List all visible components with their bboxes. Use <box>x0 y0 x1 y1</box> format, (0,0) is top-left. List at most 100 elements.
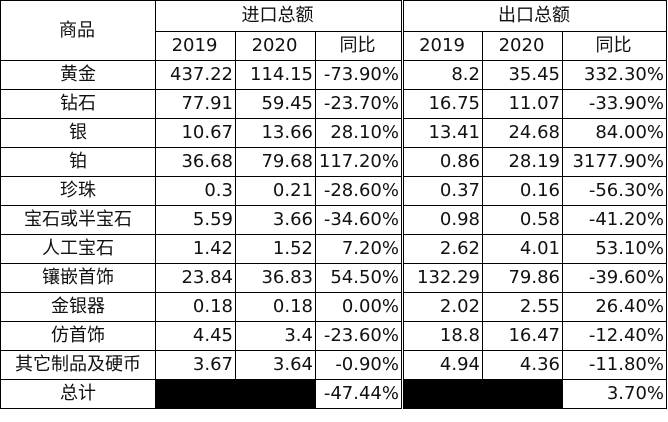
value-cell: -0.90% <box>315 350 403 380</box>
value-cell: 16.47 <box>482 321 563 351</box>
value-cell: -11.80% <box>562 350 667 380</box>
value-cell: 59.45 <box>235 89 316 119</box>
redacted-total-cell <box>401 379 483 409</box>
value-cell: 54.50% <box>315 263 403 293</box>
table-row: 其它制品及硬币 3.67 3.64 -0.90% 4.94 4.36 -11.80% <box>0 350 667 380</box>
value-cell: -34.60% <box>315 205 403 235</box>
value-cell: 0.21 <box>235 176 316 206</box>
product-name-cell: 人工宝石 <box>0 234 156 264</box>
value-cell: 13.66 <box>235 118 316 148</box>
value-cell: 4.01 <box>482 234 563 264</box>
value-cell: 23.84 <box>155 263 236 293</box>
value-cell: 0.18 <box>235 292 316 322</box>
value-cell: 0.86 <box>401 147 483 177</box>
redacted-total-cell <box>482 379 563 409</box>
value-cell: -23.70% <box>315 89 403 119</box>
value-cell: 1.52 <box>235 234 316 264</box>
value-cell: 1.42 <box>155 234 236 264</box>
import-2020-header: 2020 <box>235 31 316 61</box>
value-cell: 0.18 <box>155 292 236 322</box>
product-name-cell: 珍珠 <box>0 176 156 206</box>
value-cell: 79.86 <box>482 263 563 293</box>
value-cell: 77.91 <box>155 89 236 119</box>
value-cell: 26.40% <box>562 292 667 322</box>
value-cell: 114.15 <box>235 60 316 90</box>
product-name-cell: 黄金 <box>0 60 156 90</box>
table-row: 宝石或半宝石 5.59 3.66 -34.60% 0.98 0.58 -41.20% <box>0 205 667 235</box>
product-name-cell: 其它制品及硬币 <box>0 350 156 380</box>
value-cell: 36.83 <box>235 263 316 293</box>
product-name-cell: 银 <box>0 118 156 148</box>
value-cell: 84.00% <box>562 118 667 148</box>
table-row: 钻石 77.91 59.45 -23.70% 16.75 11.07 -33.90% <box>0 89 667 119</box>
value-cell: 4.45 <box>155 321 236 351</box>
value-cell: 0.98 <box>401 205 483 235</box>
value-cell: 2.02 <box>401 292 483 322</box>
value-cell: 132.29 <box>401 263 483 293</box>
table-row: 银 10.67 13.66 28.10% 13.41 24.68 84.00% <box>0 118 667 148</box>
total-label-cell: 总计 <box>0 379 156 409</box>
total-value-cell: -47.44% <box>315 379 403 409</box>
value-cell: 3.4 <box>235 321 316 351</box>
value-cell: 28.19 <box>482 147 563 177</box>
value-cell: 332.30% <box>562 60 667 90</box>
value-cell: 0.3 <box>155 176 236 206</box>
value-cell: 3.66 <box>235 205 316 235</box>
table-row: 仿首饰 4.45 3.4 -23.60% 18.8 16.47 -12.40% <box>0 321 667 351</box>
value-cell: -56.30% <box>562 176 667 206</box>
value-cell: 18.8 <box>401 321 483 351</box>
total-value-cell: 3.70% <box>562 379 667 409</box>
value-cell: 2.55 <box>482 292 563 322</box>
value-cell: 16.75 <box>401 89 483 119</box>
table-row: 镶嵌首饰 23.84 36.83 54.50% 132.29 79.86 -39.60% <box>0 263 667 293</box>
export-yoy-header: 同比 <box>562 31 667 61</box>
value-cell: 5.59 <box>155 205 236 235</box>
value-cell: 3.67 <box>155 350 236 380</box>
value-cell: 24.68 <box>482 118 563 148</box>
value-cell: 2.62 <box>401 234 483 264</box>
product-name-cell: 仿首饰 <box>0 321 156 351</box>
value-cell: 7.20% <box>315 234 403 264</box>
trade-comparison-table: 商品 进口总额 出口总额 2019 2020 同比 2019 2020 同比 黄… <box>0 0 667 409</box>
table-row: 人工宝石 1.42 1.52 7.20% 2.62 4.01 53.10% <box>0 234 667 264</box>
value-cell: 437.22 <box>155 60 236 90</box>
product-name-cell: 宝石或半宝石 <box>0 205 156 235</box>
value-cell: 79.68 <box>235 147 316 177</box>
value-cell: -28.60% <box>315 176 403 206</box>
table-row: 金银器 0.18 0.18 0.00% 2.02 2.55 26.40% <box>0 292 667 322</box>
value-cell: 0.58 <box>482 205 563 235</box>
product-name-cell: 镶嵌首饰 <box>0 263 156 293</box>
export-2019-header: 2019 <box>401 31 483 61</box>
table-body: 黄金 437.22 114.15 -73.90% 8.2 35.45 332.30% 钻石 77… <box>0 60 667 409</box>
value-cell: -73.90% <box>315 60 403 90</box>
value-cell: 13.41 <box>401 118 483 148</box>
value-cell: 4.36 <box>482 350 563 380</box>
value-cell: -12.40% <box>562 321 667 351</box>
value-cell: 36.68 <box>155 147 236 177</box>
table-row: 黄金 437.22 114.15 -73.90% 8.2 35.45 332.30% <box>0 60 667 90</box>
import-yoy-header: 同比 <box>315 31 403 61</box>
value-cell: 53.10% <box>562 234 667 264</box>
value-cell: 28.10% <box>315 118 403 148</box>
value-cell: -23.60% <box>315 321 403 351</box>
value-cell: 3.64 <box>235 350 316 380</box>
export-total-header: 出口总额 <box>401 0 667 32</box>
value-cell: 8.2 <box>401 60 483 90</box>
redacted-total-cell <box>235 379 316 409</box>
value-cell: 0.00% <box>315 292 403 322</box>
value-cell: 11.07 <box>482 89 563 119</box>
product-name-cell: 铂 <box>0 147 156 177</box>
value-cell: 3177.90% <box>562 147 667 177</box>
value-cell: -41.20% <box>562 205 667 235</box>
value-cell: 0.37 <box>401 176 483 206</box>
import-total-header: 进口总额 <box>155 0 403 32</box>
value-cell: 10.67 <box>155 118 236 148</box>
value-cell: 0.16 <box>482 176 563 206</box>
value-cell: 117.20% <box>315 147 403 177</box>
product-name-cell: 金银器 <box>0 292 156 322</box>
product-column-header: 商品 <box>0 0 156 61</box>
product-name-cell: 钻石 <box>0 89 156 119</box>
import-2019-header: 2019 <box>155 31 236 61</box>
value-cell: 4.94 <box>401 350 483 380</box>
table-row: 铂 36.68 79.68 117.20% 0.86 28.19 3177.90% <box>0 147 667 177</box>
